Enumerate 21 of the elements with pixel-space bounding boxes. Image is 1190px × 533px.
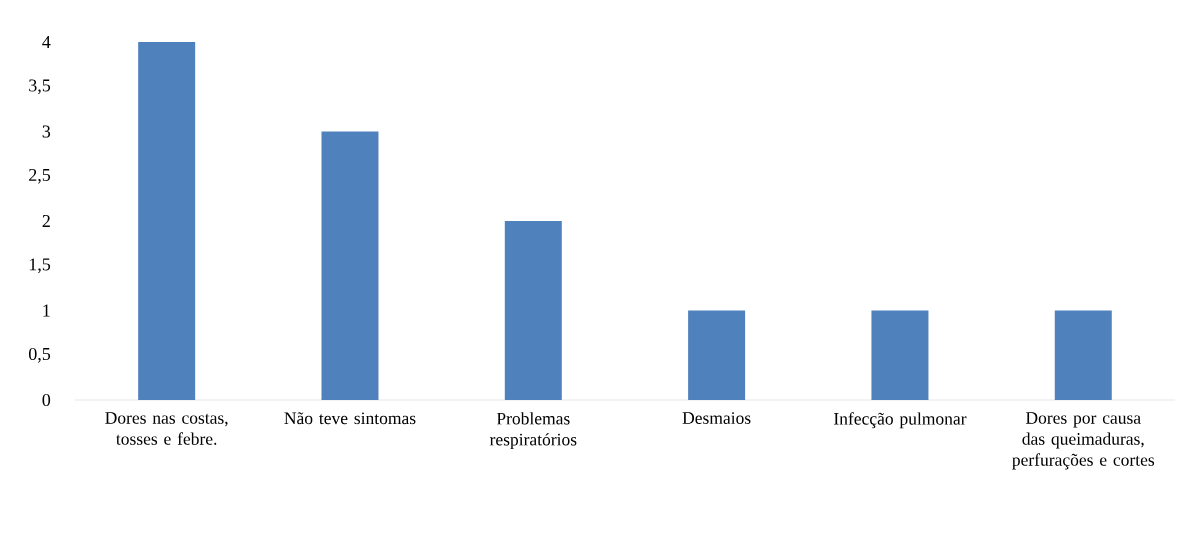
- y-tick-label: 1,5: [29, 258, 51, 274]
- y-tick-label: 2,5: [29, 168, 51, 184]
- bar: [138, 42, 196, 400]
- bar: [504, 221, 562, 400]
- bar: [321, 131, 379, 400]
- y-tick-label: 3,5: [29, 79, 51, 95]
- x-tick-label: Não teve sintomas: [284, 412, 416, 425]
- y-tick-label: 1: [43, 304, 50, 317]
- bar: [1054, 310, 1112, 400]
- y-tick-label: 0,5: [28, 347, 51, 363]
- x-tick-label: Dores por causa das queimaduras, perfurações e cortes: [1012, 412, 1155, 470]
- bar: [688, 310, 746, 400]
- x-tick-label: Infecção pulmonar: [834, 412, 967, 429]
- y-tick-label: 4: [42, 36, 51, 48]
- x-tick-label: Desmaios: [682, 412, 751, 424]
- x-tick-label: Dores nas costas, tosses e febre.: [105, 412, 228, 445]
- bar: [871, 310, 929, 400]
- y-tick-label: 0: [42, 393, 51, 407]
- y-tick-label: 2: [42, 215, 50, 227]
- x-tick-label: Problemas respiratórios: [489, 412, 577, 450]
- y-tick-label: 3: [42, 125, 51, 138]
